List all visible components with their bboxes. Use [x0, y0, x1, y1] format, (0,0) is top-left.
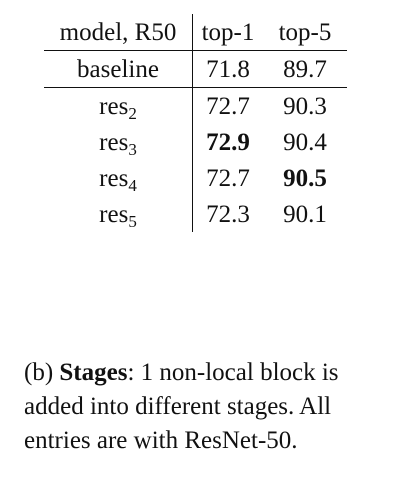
model-name: res: [99, 200, 129, 228]
table-row: res4 72.7 90.5: [44, 160, 347, 196]
model-cell: res3: [44, 124, 193, 160]
header-row: model, R50 top-1 top-5: [44, 14, 347, 51]
caption-bold-title: Stages: [59, 359, 128, 386]
model-subscript: 5: [128, 211, 137, 231]
model-cell: res4: [44, 160, 193, 196]
header-top1: top-1: [192, 14, 263, 51]
top1-cell: 71.8: [192, 50, 263, 88]
top5-cell: 90.3: [283, 92, 327, 120]
table-caption: (b) Stages: 1 non-local block is added i…: [24, 356, 388, 458]
model-name: res: [99, 164, 129, 192]
model-subscript: 3: [128, 139, 137, 159]
top5-cell: 90.4: [283, 128, 327, 156]
model-subscript: 4: [128, 175, 137, 195]
table-row: res3 72.9 90.4: [44, 124, 347, 160]
table-row: res5 72.3 90.1: [44, 196, 347, 232]
header-model: model, R50: [44, 14, 193, 51]
top5-cell: 90.5: [283, 164, 327, 192]
table-row: res2 72.7 90.3: [44, 87, 347, 124]
results-table: model, R50 top-1 top-5 baseline 71.8 89.…: [44, 14, 347, 232]
model-name: res: [99, 92, 129, 120]
table-row: baseline 71.8 89.7: [44, 50, 347, 88]
model-cell: baseline: [44, 50, 193, 88]
top1-cell: 72.7: [206, 164, 250, 192]
caption-text: : 1 non-local block is added into differ…: [24, 359, 339, 454]
top1-cell: 72.3: [206, 200, 250, 228]
top1-cell: 72.9: [206, 128, 250, 156]
model-subscript: 2: [128, 103, 137, 123]
top5-cell: 89.7: [263, 50, 347, 88]
model-name: res: [99, 128, 129, 156]
top1-cell: 72.7: [206, 92, 250, 120]
caption-prefix: (b): [24, 359, 60, 386]
model-cell: res2: [44, 87, 193, 124]
header-top5: top-5: [263, 14, 347, 51]
model-cell: res5: [44, 196, 193, 232]
model-name: baseline: [77, 55, 159, 83]
top5-cell: 90.1: [283, 200, 327, 228]
